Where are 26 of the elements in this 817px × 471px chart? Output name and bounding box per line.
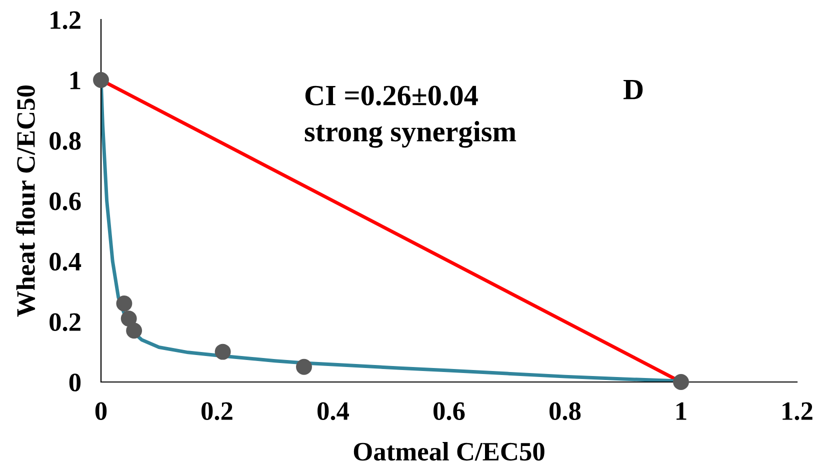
x-tick-label: 0.2 <box>202 402 232 420</box>
point <box>93 72 109 88</box>
point <box>214 344 231 360</box>
y-tick-label: 0.2 <box>50 313 80 332</box>
annotation: CI =0.26±0.04 <box>305 86 478 106</box>
x-tick-label: 0.6 <box>434 402 465 420</box>
y-tick-label: 0.6 <box>50 192 81 210</box>
x-tick-label: 0.4 <box>318 402 349 420</box>
y-axis-title: Wheat flour C/EC50 <box>16 85 36 317</box>
point <box>120 310 137 327</box>
x-tick-label: 1.2 <box>782 402 812 420</box>
x-tick-label: 1 <box>676 402 686 420</box>
x-axis-title: Oatmeal C/EC50 <box>354 442 544 461</box>
annotation: strong synergism <box>304 121 516 148</box>
x-tick-label: 0.8 <box>550 402 581 420</box>
annotation: D <box>624 80 643 100</box>
point <box>296 358 312 375</box>
y-tick-label: 1 <box>70 72 80 90</box>
y-tick-label: 0.8 <box>50 132 81 150</box>
point <box>673 374 689 390</box>
y-tick-label: 0 <box>69 374 81 392</box>
y-tick-label: 1.2 <box>50 11 80 30</box>
point <box>116 296 132 312</box>
x-tick-label: 0 <box>95 402 107 420</box>
point <box>126 322 142 339</box>
y-tick-label: 0.4 <box>50 252 82 271</box>
